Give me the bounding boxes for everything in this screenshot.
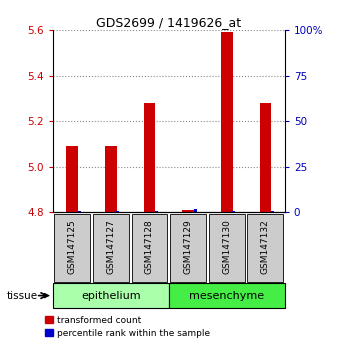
Text: GSM147125: GSM147125 [68, 219, 77, 274]
Bar [209, 214, 245, 282]
Bar [221, 32, 233, 212]
Text: GSM147130: GSM147130 [222, 219, 231, 274]
Bar [271, 211, 274, 212]
Bar [194, 209, 197, 212]
Bar [132, 214, 167, 282]
Bar [93, 214, 129, 282]
Bar [78, 211, 81, 212]
Text: epithelium: epithelium [81, 291, 140, 301]
Bar [182, 210, 194, 212]
Bar [248, 214, 283, 282]
Bar [54, 214, 90, 282]
Bar [53, 283, 169, 308]
Bar [144, 103, 155, 212]
Bar [116, 211, 119, 212]
Text: GSM147127: GSM147127 [106, 219, 115, 274]
Text: GSM147128: GSM147128 [145, 219, 154, 274]
Text: GSM147132: GSM147132 [261, 219, 270, 274]
Bar [105, 146, 117, 212]
Bar [155, 211, 158, 212]
Text: tissue: tissue [7, 291, 38, 301]
Text: GSM147129: GSM147129 [183, 219, 193, 274]
Title: GDS2699 / 1419626_at: GDS2699 / 1419626_at [96, 16, 241, 29]
Bar [260, 103, 271, 212]
Text: mesenchyme: mesenchyme [189, 291, 264, 301]
Legend: transformed count, percentile rank within the sample: transformed count, percentile rank withi… [45, 316, 210, 338]
Bar [232, 211, 235, 212]
Bar [169, 283, 285, 308]
Bar [170, 214, 206, 282]
Bar [66, 146, 78, 212]
